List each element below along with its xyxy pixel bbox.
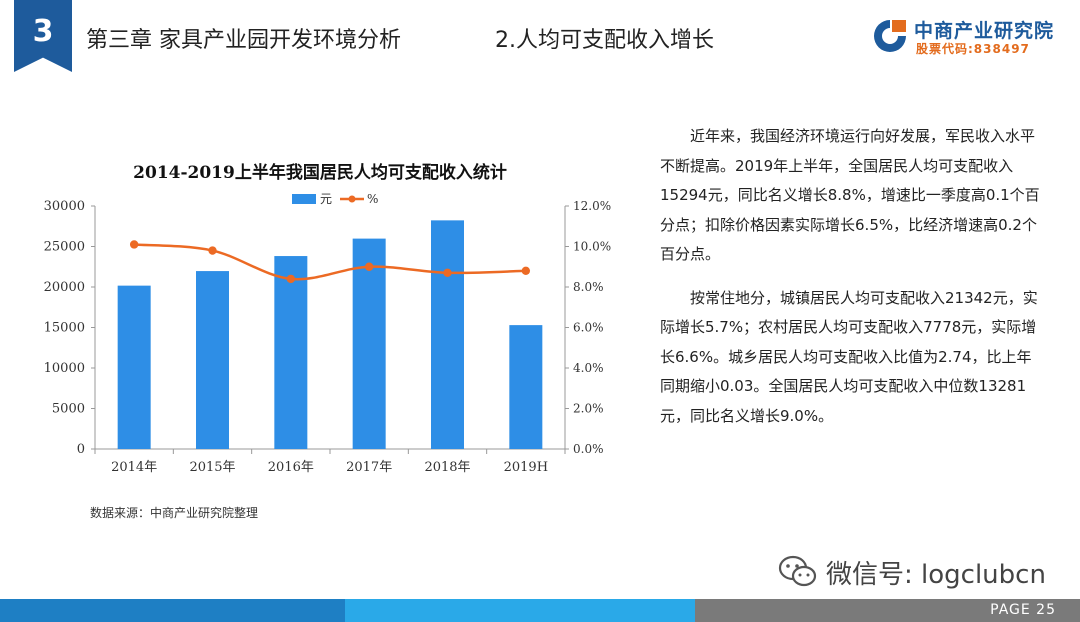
line-point: [129, 240, 139, 249]
x-tick-label: 2019H: [504, 460, 548, 475]
chapter-badge: 3: [14, 0, 72, 72]
chart-title: 2014-2019上半年我国居民人均可支配收入统计: [133, 162, 507, 183]
footer: PAGE 25: [0, 599, 1080, 622]
line-point: [208, 246, 217, 255]
bar: [196, 271, 229, 449]
y-right-tick-label: 8.0%: [573, 280, 604, 294]
paragraph-2: 按常住地分，城镇居民人均可支配收入21342元，实际增长5.7%；农村居民人均可…: [660, 288, 1038, 425]
paragraph-1: 近年来，我国经济环境运行向好发展，军民收入水平不断提高。2019年上半年，全国居…: [660, 127, 1040, 263]
legend-label-bar: 元: [320, 192, 332, 206]
growth-line: [134, 243, 526, 281]
footer-bar-gray: PAGE 25: [695, 599, 1080, 622]
y-left-tick-label: 20000: [44, 280, 85, 295]
y-left-tick-label: 10000: [44, 361, 85, 376]
legend-label-line: %: [367, 192, 378, 206]
x-tick-label: 2017年: [346, 460, 392, 475]
legend-marker-line: [348, 195, 356, 203]
y-right-tick-label: 2.0%: [573, 402, 604, 416]
y-right-tick-label: 12.0%: [573, 199, 611, 213]
bar: [509, 325, 543, 449]
wechat-id: 微信号: logclubcn: [778, 554, 1046, 590]
bar: [431, 220, 464, 449]
source-note: 数据来源：中商产业研究院整理: [90, 506, 259, 520]
y-right-tick-label: 10.0%: [573, 240, 611, 254]
bar: [274, 256, 308, 449]
y-left-tick-label: 25000: [44, 240, 85, 255]
line-point: [286, 274, 296, 284]
x-tick-label: 2018年: [424, 460, 470, 475]
y-left-tick-label: 30000: [44, 199, 85, 214]
x-tick-label: 2016年: [268, 460, 314, 475]
y-right-tick-label: 6.0%: [573, 321, 604, 335]
logo-name: 中商产业研究院: [914, 20, 1055, 42]
y-right-tick-label: 4.0%: [573, 361, 604, 375]
footer-bar-light-blue: [345, 599, 695, 622]
y-left-tick-label: 5000: [52, 402, 85, 417]
line-point: [443, 268, 452, 278]
x-tick-label: 2015年: [189, 460, 235, 475]
line-point: [364, 262, 374, 271]
y-left-tick-label: 15000: [44, 321, 85, 336]
bar: [117, 285, 151, 449]
line-point: [521, 266, 531, 275]
header: 3 第三章 家具产业园开发环境分析 2.人均可支配收入增长 中商产业研究院 股票…: [0, 0, 1080, 72]
chapter-title: 第三章 家具产业园开发环境分析: [86, 28, 401, 53]
company-logo: 中商产业研究院 股票代码:838497: [870, 14, 1070, 60]
footer-bar-dark-blue: [0, 599, 345, 622]
bar: [352, 238, 386, 449]
income-chart: 2014-2019上半年我国居民人均可支配收入统计 0 5000 10000 15000…: [44, 162, 611, 475]
wechat-icon: [778, 555, 817, 587]
wechat-text: 微信号: logclubcn: [826, 559, 1046, 590]
legend-swatch-bar: [292, 194, 316, 204]
y-right-tick-label: 0.0%: [573, 442, 604, 456]
y-left-tick-label: 0: [77, 442, 85, 457]
stock-code: 股票代码:838497: [916, 42, 1030, 56]
logo-icon: [874, 20, 906, 52]
analysis-text: 近年来，我国经济环境运行向好发展，军民收入水平不断提高。2019年上半年，全国居…: [660, 122, 1040, 445]
section-title: 2.人均可支配收入增长: [495, 28, 714, 53]
page-number: PAGE 25: [990, 602, 1056, 618]
x-tick-label: 2014年: [111, 460, 157, 475]
